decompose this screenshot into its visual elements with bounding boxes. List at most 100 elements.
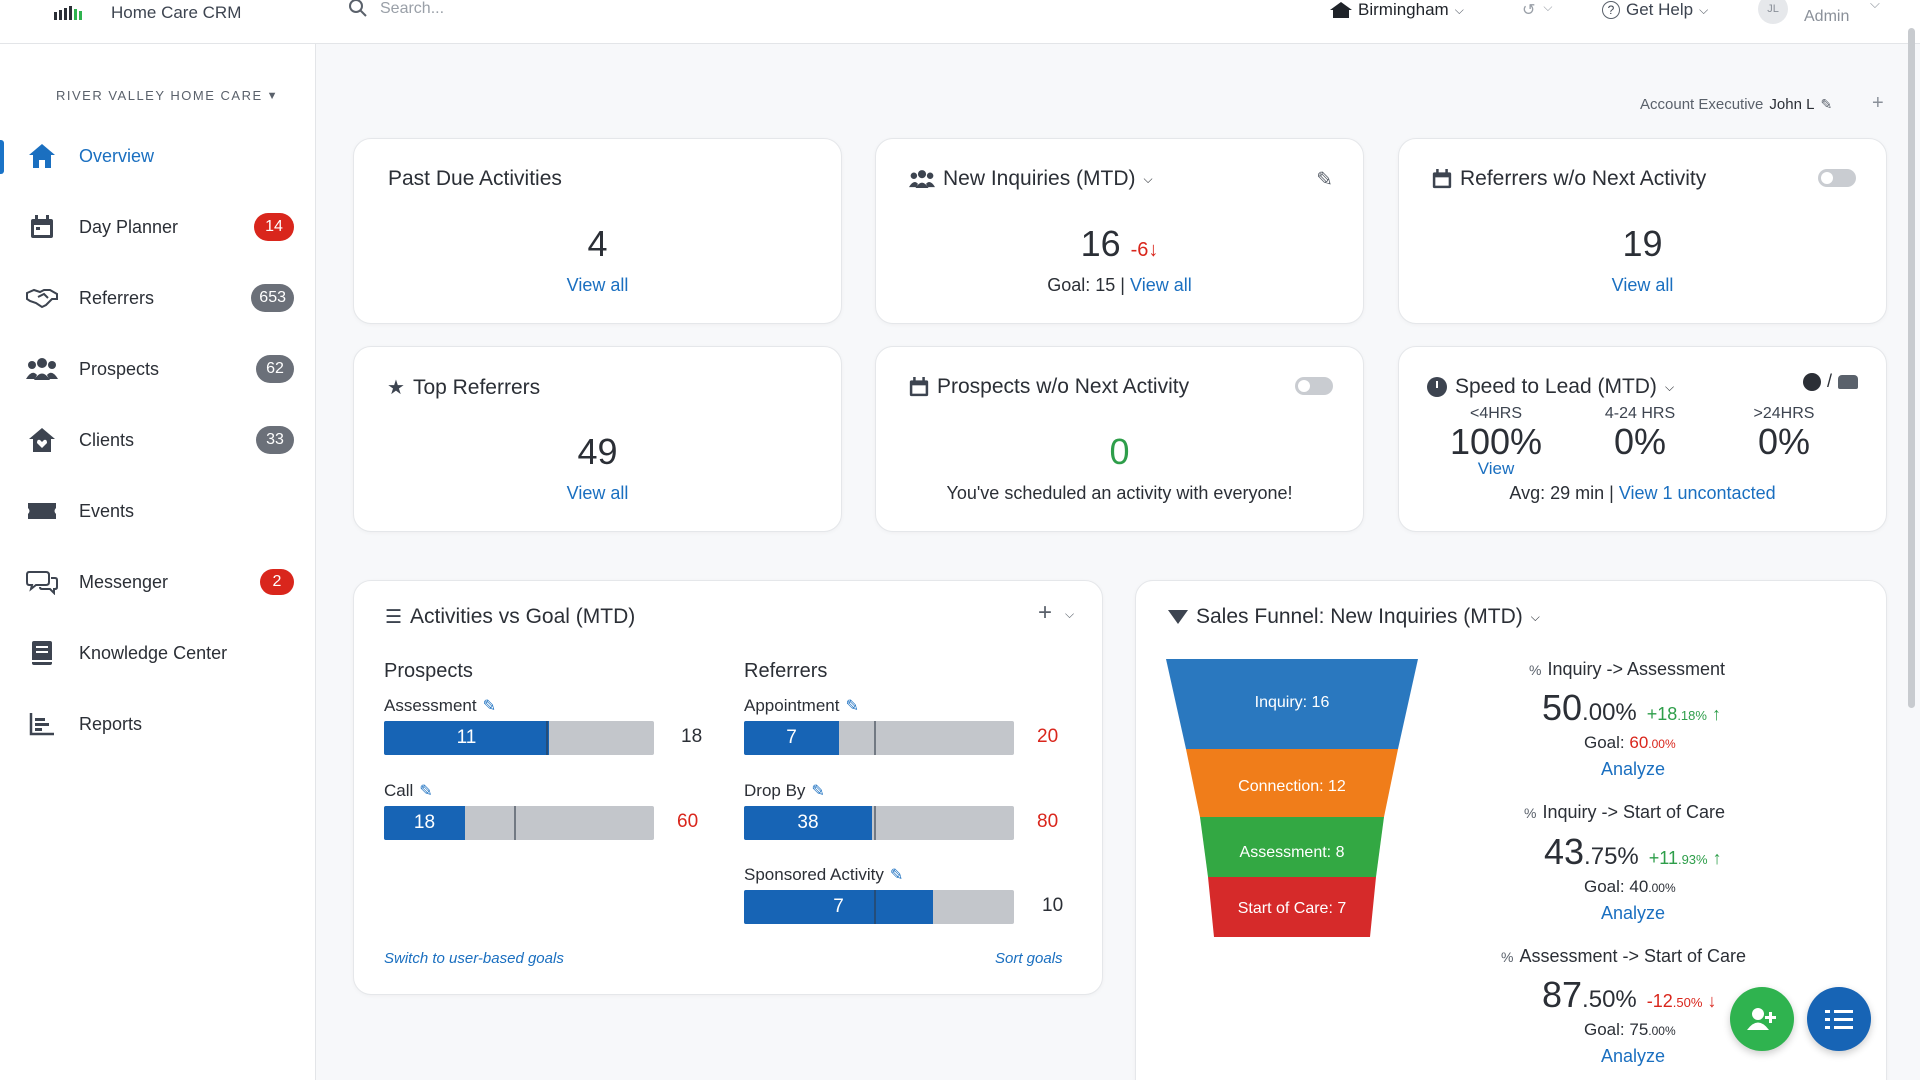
- conversion-metric-title-row: % Inquiry -> Assessment: [1529, 659, 1725, 680]
- sidebar-item-prospects[interactable]: Prospects 62: [0, 339, 316, 399]
- add-user-button[interactable]: [1730, 987, 1794, 1051]
- metric-delta-dec: .93%: [1677, 852, 1708, 867]
- history-menu[interactable]: ↺ ⌵: [1522, 0, 1553, 20]
- pace-marker: [874, 721, 876, 755]
- view-link[interactable]: View: [1477, 459, 1515, 478]
- bar-fill: [744, 890, 933, 924]
- goal-dec: .00%: [1648, 1024, 1676, 1038]
- help-menu[interactable]: ? Get Help ⌵: [1602, 0, 1708, 20]
- pace-marker: [514, 806, 516, 840]
- assessment-bar: 11: [384, 721, 654, 755]
- list-check-icon: [1825, 1010, 1853, 1029]
- sidebar-item-messenger[interactable]: Messenger 2: [0, 552, 316, 612]
- analyze-link[interactable]: Analyze: [1601, 1046, 1666, 1066]
- edit-icon[interactable]: ✎: [419, 783, 433, 800]
- card-title-row[interactable]: Speed to Lead (MTD) ⌵: [1427, 375, 1674, 399]
- view-all-link[interactable]: View all: [1611, 275, 1674, 295]
- analyze-link[interactable]: Analyze: [1601, 903, 1666, 923]
- add-goal-button[interactable]: +: [1038, 599, 1053, 626]
- funnel-stage-connection[interactable]: [1186, 749, 1398, 817]
- referrers-heading: Referrers: [744, 660, 828, 682]
- sidebar-item-label: Knowledge Center: [79, 642, 228, 663]
- bar-fill: [384, 806, 465, 840]
- metric-title: Inquiry -> Start of Care: [1542, 802, 1726, 822]
- metric-title: Assessment -> Start of Care: [1519, 946, 1747, 966]
- edit-icon[interactable]: ✎: [811, 783, 825, 800]
- edit-icon[interactable]: ✎: [1820, 96, 1833, 112]
- edit-icon[interactable]: ✎: [889, 867, 904, 884]
- chat-icon: [26, 566, 58, 598]
- bar-goal: 18: [681, 726, 703, 747]
- view-all-link[interactable]: View all: [566, 275, 629, 295]
- bar-fill: [744, 806, 873, 840]
- switch-goals-link[interactable]: Switch to user-based goals: [384, 950, 564, 967]
- edit-icon[interactable]: ✎: [845, 698, 859, 715]
- bar-label: Call: [384, 781, 414, 800]
- funnel-stage-start-of-care[interactable]: [1208, 877, 1376, 937]
- search-box[interactable]: Search...: [348, 0, 444, 18]
- chevron-down-icon[interactable]: ⌵: [1870, 0, 1880, 11]
- scrollbar[interactable]: [1908, 28, 1915, 708]
- location-selector[interactable]: Birmingham ⌵: [1330, 0, 1464, 20]
- chevron-down-icon: ⌵: [1543, 0, 1553, 14]
- sidebar-item-referrers[interactable]: Referrers 653: [0, 268, 316, 328]
- sidebar-item-clients[interactable]: Clients 33: [0, 410, 316, 470]
- speed-col-4-24: 4-24 HRS 0%: [1585, 405, 1695, 461]
- speed-avg: Avg: 29 min |: [1509, 483, 1614, 503]
- edit-icon[interactable]: ✎: [482, 698, 496, 715]
- funnel-label-connection: Connection: 12: [1238, 778, 1346, 795]
- task-list-button[interactable]: [1807, 987, 1871, 1051]
- bar-label: Assessment: [384, 696, 477, 715]
- house-heart-icon: [26, 424, 58, 456]
- card-title: Activities vs Goal (MTD): [410, 605, 636, 628]
- toggle-switch[interactable]: [1295, 377, 1333, 395]
- speed-col-head: >24HRS: [1753, 405, 1815, 422]
- metric-int: 87: [1542, 974, 1583, 1015]
- drop-by-bar: 38: [744, 806, 1014, 840]
- search-icon: [349, 0, 367, 17]
- pace-marker: [874, 806, 876, 840]
- funnel-label-assessment: Assessment: 8: [1239, 844, 1345, 861]
- sidebar-item-knowledge-center[interactable]: Knowledge Center: [0, 623, 316, 683]
- chevron-down-icon[interactable]: ⌵: [1065, 607, 1075, 621]
- funnel-stage-inquiry[interactable]: [1166, 659, 1418, 749]
- top-referrers-value: 49: [577, 431, 618, 472]
- app-title: Home Care CRM: [111, 3, 242, 22]
- sidebar-item-events[interactable]: Events: [0, 481, 316, 541]
- search-input[interactable]: Search...: [380, 0, 445, 17]
- conversion-metric-value-row: 87.50% -12.50% ↓: [1542, 974, 1716, 1016]
- view-all-link[interactable]: View all: [566, 483, 629, 503]
- card-title-row[interactable]: Sales Funnel: New Inquiries (MTD) ⌵: [1168, 605, 1540, 629]
- view-all-link[interactable]: View all: [1130, 275, 1192, 295]
- edit-icon[interactable]: ✎: [1316, 169, 1333, 191]
- avatar[interactable]: JL: [1758, 0, 1788, 24]
- calendar-icon: [909, 377, 929, 397]
- sidebar-item-overview[interactable]: Overview: [0, 126, 316, 186]
- clock-icon: [1802, 372, 1821, 391]
- sidebar-item-label: Prospects: [79, 358, 160, 379]
- history-icon: ↺: [1522, 2, 1536, 19]
- sidebar-item-day-planner[interactable]: Day Planner 14: [0, 197, 316, 257]
- referrers-no-next-activity-card: Referrers w/o Next Activity 19 View all: [1398, 138, 1887, 324]
- card-title: Speed to Lead (MTD): [1455, 375, 1657, 398]
- add-icon[interactable]: +: [1872, 92, 1884, 114]
- user-role: Admin: [1804, 8, 1850, 25]
- sidebar-item-label: Messenger: [79, 571, 169, 592]
- sidebar-item-label: Referrers: [79, 287, 155, 308]
- help-label: Get Help: [1626, 0, 1694, 19]
- speed-mode-switch[interactable]: /: [1802, 371, 1858, 392]
- sidebar-item-reports[interactable]: Reports: [0, 694, 316, 754]
- metric-delta-dec: .18%: [1677, 708, 1707, 723]
- org-selector[interactable]: RIVER VALLEY HOME CARE ▼: [56, 88, 279, 103]
- toggle-switch[interactable]: [1818, 169, 1856, 187]
- speed-col-head: <4HRS: [1469, 405, 1523, 422]
- drop-by-label-row: Drop By ✎: [744, 781, 825, 801]
- analyze-link[interactable]: Analyze: [1601, 759, 1666, 779]
- view-uncontacted-link[interactable]: View 1 uncontacted: [1618, 483, 1776, 503]
- funnel-stage-assessment[interactable]: [1200, 817, 1384, 877]
- top-referrers-card: ★ Top Referrers 49 View all: [353, 346, 842, 532]
- sort-goals-link[interactable]: Sort goals: [995, 950, 1063, 967]
- percent-icon: %: [1501, 948, 1514, 965]
- bar-goal: 20: [1037, 726, 1059, 747]
- card-title-row[interactable]: New Inquiries (MTD) ⌵: [909, 167, 1153, 191]
